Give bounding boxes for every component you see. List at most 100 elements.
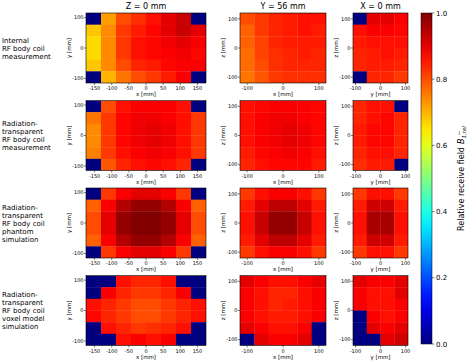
heatmap-cell (367, 322, 381, 334)
heatmap-cell (312, 246, 326, 258)
heatmap-cell (269, 48, 284, 60)
heatmap-cell (394, 334, 408, 346)
heatmap-cell (283, 112, 298, 124)
y-tick-label: -100 (226, 336, 237, 342)
heatmap-cell (191, 147, 206, 159)
y-tick (351, 77, 353, 78)
y-tick (238, 223, 240, 224)
heatmap-cell (176, 112, 191, 124)
heatmap-cell (101, 124, 116, 136)
heatmap-cell (146, 276, 161, 288)
heatmap-cell (146, 71, 161, 83)
heatmap-cell (161, 147, 176, 159)
heatmap-cell (146, 322, 161, 334)
heatmap-cell (86, 334, 101, 346)
colorbar-tick (432, 13, 435, 14)
heatmap-cell (394, 147, 408, 159)
heatmap-cell (240, 25, 255, 37)
heatmap-cell (161, 311, 176, 323)
row-label-line: transparent (2, 212, 43, 220)
heatmap-cell (131, 159, 146, 171)
y-tick-label: -100 (72, 163, 83, 169)
heatmap-cell (161, 235, 176, 247)
heatmap-cell (353, 71, 367, 83)
panel-frame (240, 13, 326, 83)
y-tick-label: 0 (80, 45, 83, 51)
heatmap (240, 276, 326, 346)
y-tick (238, 77, 240, 78)
heatmap-cell (101, 101, 116, 113)
heatmap (240, 101, 326, 171)
y-tick-label: -100 (226, 249, 237, 255)
heatmap-cell (116, 287, 131, 299)
heatmap-cell (176, 223, 191, 235)
heatmap-cell (381, 299, 395, 311)
heatmap-cell (381, 112, 395, 124)
heatmap-cell (116, 200, 131, 212)
x-tick-label: -50 (125, 348, 133, 354)
x-axis-label: x [mm] (136, 91, 156, 97)
heatmap-cell (381, 147, 395, 159)
colorbar (421, 13, 432, 344)
heatmap-cell (283, 322, 298, 334)
heatmap-cell (353, 311, 367, 323)
heatmap-cell (381, 200, 395, 212)
heatmap-cell (269, 188, 284, 200)
heatmap-cell (312, 112, 326, 124)
heatmap-cell (312, 60, 326, 72)
heatmap-cell (146, 136, 161, 148)
y-tick (84, 253, 86, 254)
heatmap-cell (381, 101, 395, 113)
heatmap-cell (86, 311, 101, 323)
heatmap-cell (269, 211, 284, 223)
heatmap-cell (254, 276, 269, 288)
x-tick-label: -50 (125, 85, 133, 91)
colorbar-tick (432, 211, 435, 212)
heatmap-cell (283, 235, 298, 247)
y-tick-label: 100 (228, 103, 238, 109)
heatmap-cell (146, 112, 161, 124)
heatmap-cell (269, 322, 284, 334)
heatmap-cell (176, 188, 191, 200)
heatmap-cell (240, 235, 255, 247)
heatmap-cell (269, 159, 284, 171)
heatmap-cell (240, 159, 255, 171)
y-tick-label: 100 (228, 191, 238, 197)
heatmap-cell (116, 36, 131, 48)
y-tick-label: -100 (339, 249, 350, 255)
y-axis-label: z [mm] (333, 126, 339, 146)
panel-frame (86, 101, 206, 171)
y-tick (238, 252, 240, 253)
heatmap-cell (240, 246, 255, 258)
heatmap-cell (191, 223, 206, 235)
heatmap-cell (283, 136, 298, 148)
heatmap-cell (394, 223, 408, 235)
heatmap-cell (367, 246, 381, 258)
heatmap-cell (101, 188, 116, 200)
y-axis-label: z [mm] (220, 126, 226, 146)
heatmap-cell (176, 124, 191, 136)
heatmap-cell (116, 112, 131, 124)
y-tick (84, 192, 86, 193)
heatmap-cell (254, 311, 269, 323)
heatmap-cell (367, 147, 381, 159)
y-tick-label: 0 (80, 307, 83, 313)
heatmap-cell (312, 235, 326, 247)
heatmap-cell (353, 25, 367, 37)
heatmap-cell (191, 136, 206, 148)
heatmap-cell (116, 246, 131, 258)
heatmap-cell (146, 334, 161, 346)
heatmap-cell (297, 299, 312, 311)
heatmap-cell (240, 71, 255, 83)
heatmap-cell (254, 147, 269, 159)
y-tick (238, 339, 240, 340)
heatmap-cell (297, 71, 312, 83)
x-tick-label: -100 (106, 173, 117, 179)
x-tick-label: -100 (106, 260, 117, 266)
heatmap-cell (367, 159, 381, 171)
heatmap-cell (101, 112, 116, 124)
colorbar-tick-label: 0.8 (436, 76, 447, 84)
heatmap-cell (254, 36, 269, 48)
heatmap-cell (191, 322, 206, 334)
heatmap-cell (367, 334, 381, 346)
